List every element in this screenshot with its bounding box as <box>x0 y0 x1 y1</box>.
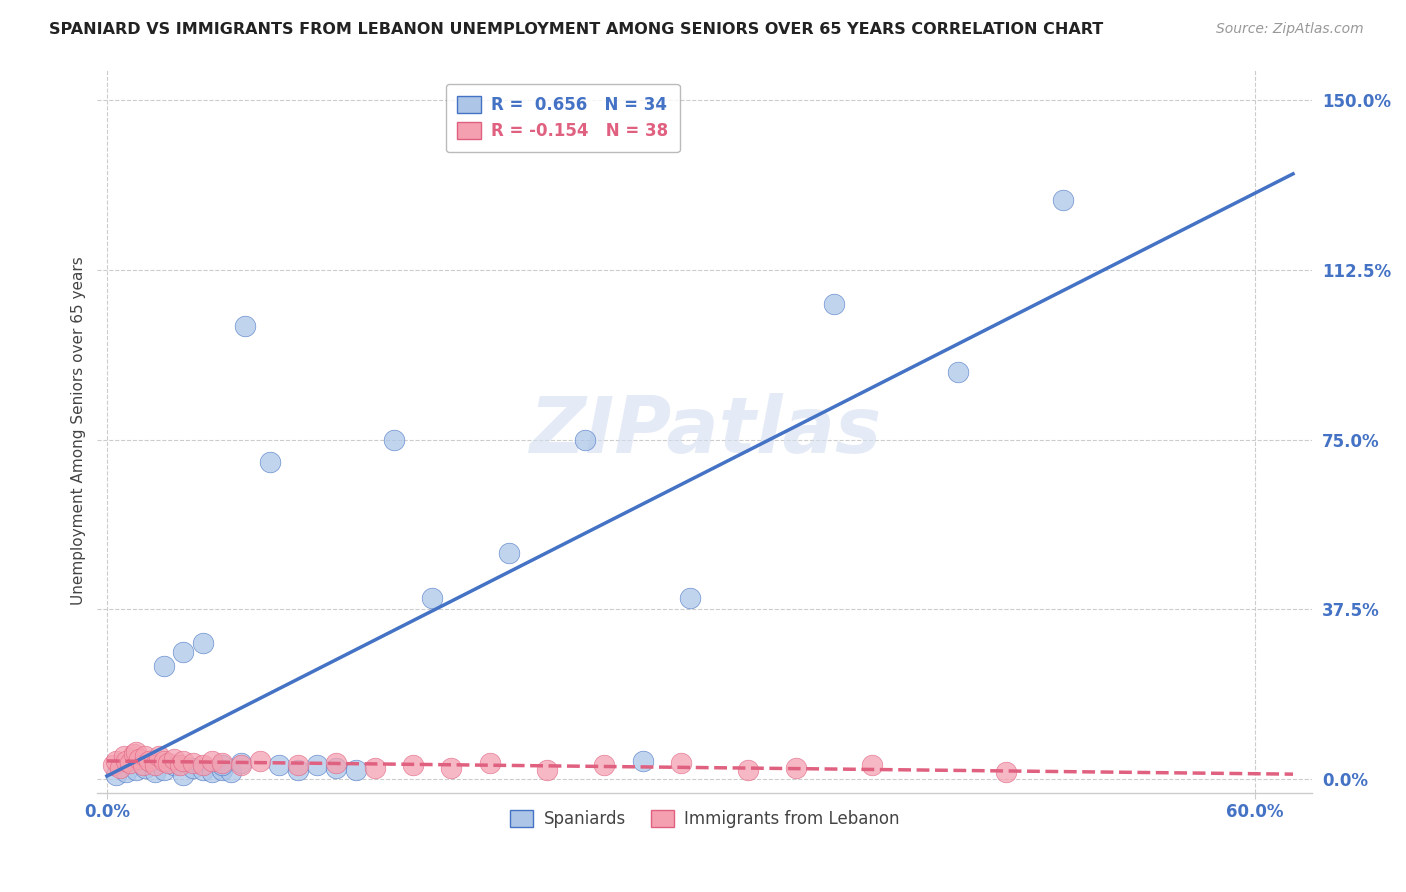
Point <box>249 754 271 768</box>
Point <box>115 754 138 768</box>
Point <box>420 591 443 605</box>
Point <box>124 745 146 759</box>
Point <box>112 749 135 764</box>
Point <box>153 659 176 673</box>
Point <box>191 636 214 650</box>
Point <box>574 433 596 447</box>
Point <box>134 761 156 775</box>
Point <box>478 756 501 771</box>
Point <box>172 767 194 781</box>
Point <box>138 754 160 768</box>
Point <box>325 756 347 771</box>
Point <box>143 765 166 780</box>
Point <box>948 365 970 379</box>
Point <box>211 763 233 777</box>
Point <box>163 758 186 772</box>
Point <box>287 758 309 772</box>
Point <box>134 749 156 764</box>
Point <box>679 591 702 605</box>
Point <box>229 756 252 771</box>
Point <box>233 319 256 334</box>
Point <box>181 761 204 775</box>
Point <box>287 763 309 777</box>
Point <box>1052 193 1074 207</box>
Point <box>364 761 387 775</box>
Point <box>823 297 845 311</box>
Point <box>157 756 180 771</box>
Point <box>344 763 367 777</box>
Point <box>191 758 214 772</box>
Point <box>211 758 233 772</box>
Point <box>860 758 883 772</box>
Point <box>201 754 224 768</box>
Point <box>118 756 141 771</box>
Point <box>132 758 155 772</box>
Point <box>211 756 233 771</box>
Legend: Spaniards, Immigrants from Lebanon: Spaniards, Immigrants from Lebanon <box>503 804 905 835</box>
Point <box>148 749 170 764</box>
Point <box>536 763 558 777</box>
Point <box>181 756 204 771</box>
Point <box>153 763 176 777</box>
Point <box>325 761 347 775</box>
Point <box>498 546 520 560</box>
Point <box>995 765 1018 780</box>
Point <box>105 754 128 768</box>
Point <box>153 754 176 768</box>
Point <box>101 758 124 772</box>
Point <box>172 645 194 659</box>
Point <box>593 758 616 772</box>
Point <box>631 754 654 768</box>
Point <box>259 455 281 469</box>
Text: Source: ZipAtlas.com: Source: ZipAtlas.com <box>1216 22 1364 37</box>
Y-axis label: Unemployment Among Seniors over 65 years: Unemployment Among Seniors over 65 years <box>72 256 86 605</box>
Text: ZIPatlas: ZIPatlas <box>529 392 882 468</box>
Point <box>128 752 150 766</box>
Point <box>169 758 191 772</box>
Point <box>440 761 463 775</box>
Point <box>307 758 329 772</box>
Text: SPANIARD VS IMMIGRANTS FROM LEBANON UNEMPLOYMENT AMONG SENIORS OVER 65 YEARS COR: SPANIARD VS IMMIGRANTS FROM LEBANON UNEM… <box>49 22 1104 37</box>
Point <box>269 758 291 772</box>
Point <box>191 763 214 777</box>
Point <box>219 765 242 780</box>
Point <box>229 758 252 772</box>
Point <box>122 747 145 761</box>
Point <box>105 767 128 781</box>
Point <box>201 765 224 780</box>
Point <box>669 756 692 771</box>
Point <box>382 433 405 447</box>
Point <box>110 761 132 775</box>
Point <box>172 754 194 768</box>
Point <box>143 758 166 772</box>
Point <box>124 763 146 777</box>
Point <box>402 758 425 772</box>
Point <box>785 761 807 775</box>
Point <box>115 765 138 780</box>
Point <box>163 752 186 766</box>
Point <box>737 763 759 777</box>
